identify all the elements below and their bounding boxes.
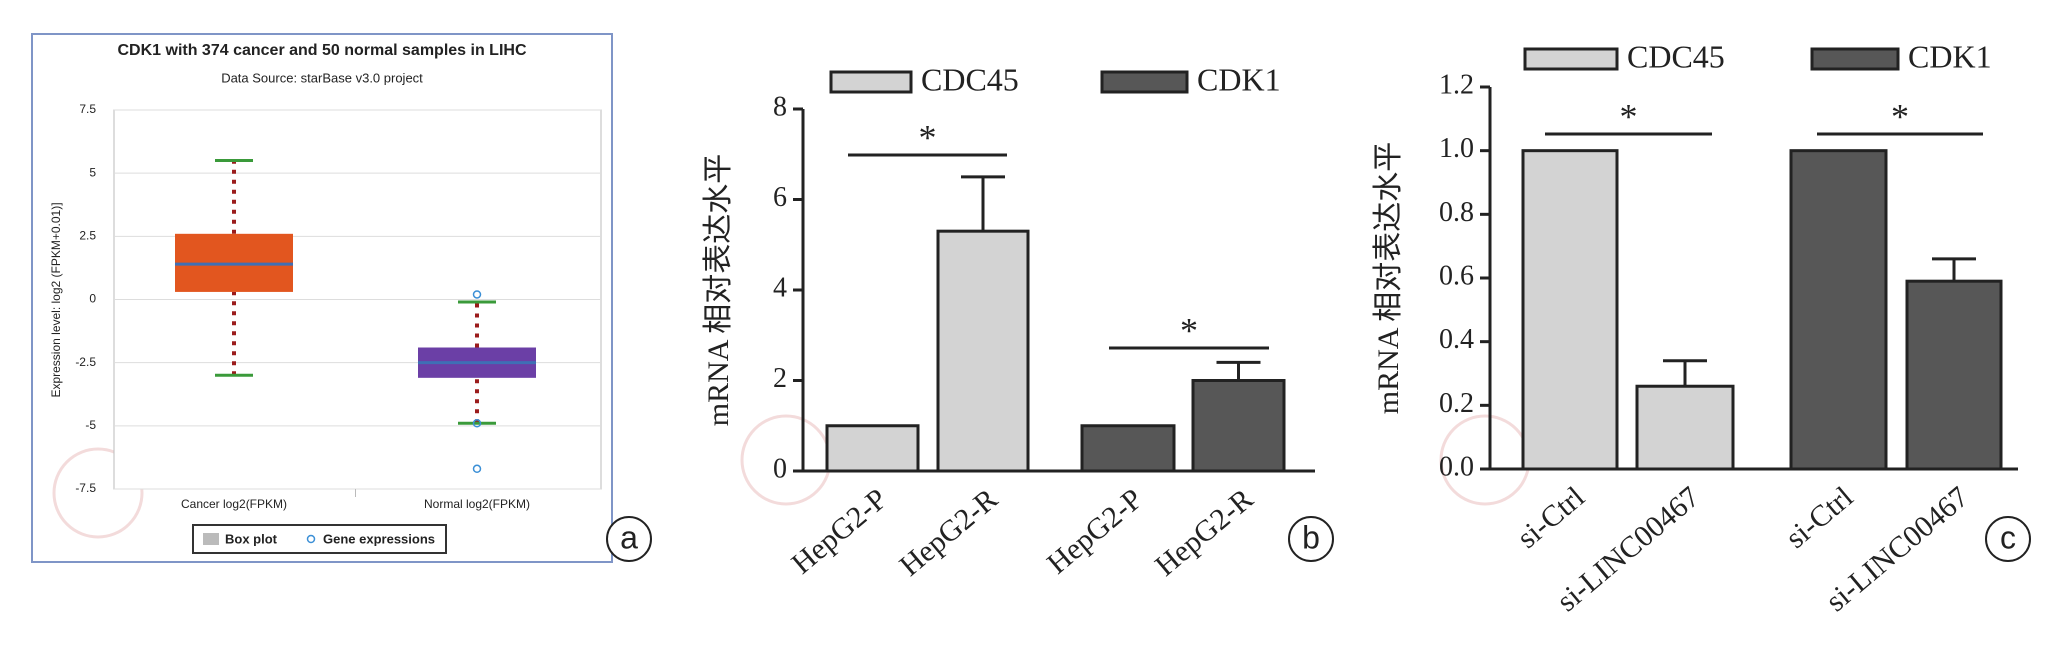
x-tick-label: Cancer log2(FPKM) — [181, 497, 287, 511]
y-tick-label: 7.5 — [79, 102, 96, 116]
outlier — [472, 290, 482, 299]
bar — [1521, 149, 1619, 471]
x-tick-label: si-Ctrl — [1511, 480, 1591, 555]
legend-box — [192, 524, 447, 554]
bar — [1905, 279, 2003, 471]
y-tick-label: 0.4 — [1439, 324, 1474, 355]
panel-label-circle — [606, 516, 652, 562]
y-axis-label: Expression level: log2 (FPKM+0.01)] — [49, 202, 63, 397]
y-tick-label: 1.0 — [1439, 133, 1474, 164]
legend-marker — [306, 534, 316, 544]
x-tick-label: Normal log2(FPKM) — [424, 497, 530, 511]
bar — [1080, 424, 1176, 473]
y-tick-label: 5 — [89, 165, 96, 179]
y-tick-label: 0.8 — [1439, 197, 1474, 228]
significance-marker: * — [1620, 96, 1638, 136]
panel-label: c — [2000, 519, 2016, 555]
y-tick-label: 8 — [773, 91, 787, 122]
y-tick-label: 0.6 — [1439, 260, 1474, 291]
legend-label: CDC45 — [921, 61, 1019, 97]
bar — [1789, 149, 1888, 471]
y-axis-label: mRNA 相对表达水平 — [702, 154, 735, 427]
x-tick-label: HepG2-R — [1149, 482, 1260, 582]
y-tick-label: 4 — [773, 272, 787, 303]
legend-label: CDC45 — [1627, 38, 1725, 74]
significance-marker: * — [1891, 96, 1909, 136]
chart-subtitle: Data Source: starBase v3.0 project — [221, 70, 423, 85]
x-tick-label: si-Ctrl — [1779, 480, 1859, 555]
significance-marker: * — [919, 117, 937, 157]
panel-label: b — [1302, 519, 1320, 555]
y-tick-label: 0 — [89, 292, 96, 306]
y-tick-label: 0 — [773, 453, 787, 484]
y-tick-label: 6 — [773, 182, 787, 213]
legend-swatch — [829, 70, 913, 94]
legend-label: CDK1 — [1908, 38, 1992, 74]
bar — [1191, 379, 1286, 473]
legend-label: CDK1 — [1197, 61, 1281, 97]
y-tick-label: -2.5 — [75, 355, 96, 369]
y-tick-label: -5 — [85, 418, 96, 432]
panel-label: a — [620, 519, 638, 555]
y-tick-label: 2 — [773, 363, 787, 394]
legend-swatch — [1523, 47, 1619, 71]
bar — [936, 229, 1030, 473]
bar — [1635, 384, 1735, 471]
panel-label-circle — [1288, 516, 1334, 562]
y-axis-label: mRNA 相对表达水平 — [1372, 142, 1405, 415]
legend-swatch — [1100, 70, 1189, 94]
y-tick-label: -7.5 — [75, 481, 96, 495]
y-tick-label: 2.5 — [79, 229, 96, 243]
x-tick-label: HepG2-R — [893, 482, 1004, 582]
outlier — [472, 419, 482, 428]
legend-label: Box plot — [225, 531, 278, 546]
panel-label-circle — [1985, 516, 2031, 562]
chart-title: CDK1 with 374 cancer and 50 normal sampl… — [117, 42, 526, 59]
bar — [825, 424, 920, 473]
legend-label: Gene expressions — [323, 531, 435, 546]
legend-swatch — [203, 533, 219, 545]
y-tick-label: 0.0 — [1439, 451, 1474, 482]
significance-marker: * — [1180, 310, 1198, 350]
x-tick-label: HepG2-P — [1041, 482, 1149, 580]
x-tick-label: HepG2-P — [785, 482, 893, 580]
outlier — [472, 464, 482, 474]
legend-swatch — [1810, 47, 1900, 71]
y-tick-label: 0.2 — [1439, 388, 1474, 419]
y-tick-label: 1.2 — [1439, 69, 1474, 100]
